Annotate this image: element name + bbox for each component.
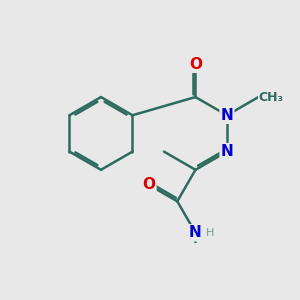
Text: N: N <box>220 144 233 159</box>
Text: CH₃: CH₃ <box>259 91 284 103</box>
Text: H: H <box>206 228 214 238</box>
Text: O: O <box>142 177 155 192</box>
Text: N: N <box>220 108 233 123</box>
Text: N: N <box>189 225 202 240</box>
Text: O: O <box>189 57 202 72</box>
